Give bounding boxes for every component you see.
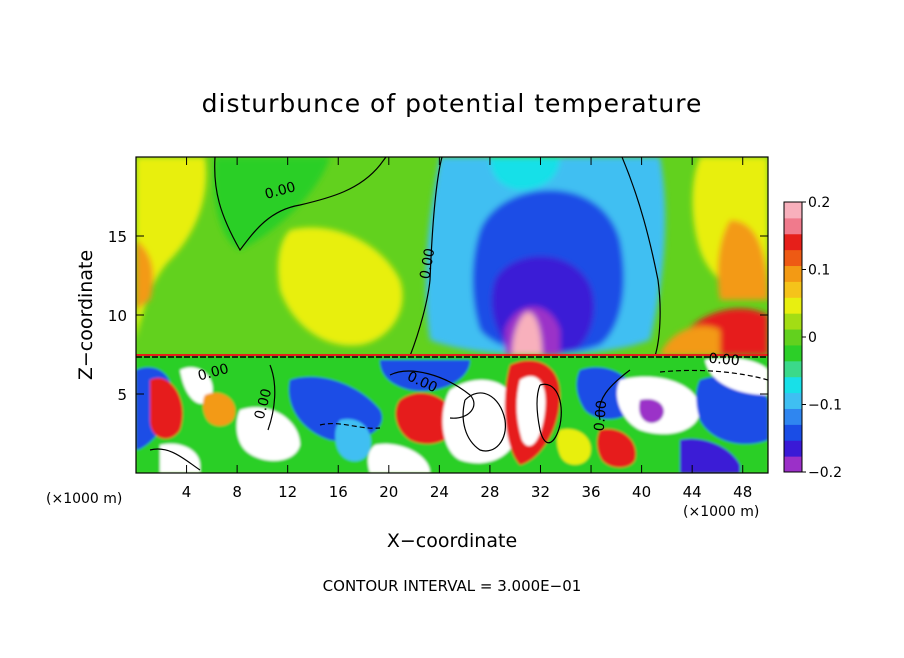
y-tick-label: 5	[117, 386, 127, 404]
y-axis: 5 10 15	[108, 228, 768, 404]
contour-zero-upper-mid	[409, 157, 443, 357]
colorbar-segment	[784, 233, 802, 251]
colorbar-segment	[784, 360, 802, 378]
contour-zero-lower-4	[598, 369, 631, 421]
x-tick-label: 48	[733, 483, 752, 501]
colorbar: 0.2 0.1 0 −0.1 −0.2	[783, 195, 842, 481]
x-unit-left: (×1000 m)	[46, 491, 122, 507]
colorbar-tick-label: 0.2	[808, 195, 830, 211]
contour-zero-upper-east	[621, 157, 661, 357]
lower-layer	[136, 356, 768, 473]
colorbar-tick-label: 0	[808, 330, 817, 346]
colorbar-segment	[784, 408, 802, 425]
region-west-orange	[136, 240, 154, 310]
region-west-yellow	[136, 157, 207, 340]
x-tick-label: 40	[632, 483, 651, 501]
contour-zero-lower-3	[536, 383, 562, 444]
colorbar-segment	[784, 392, 802, 409]
x-tick-label: 4	[182, 483, 192, 501]
colorbar-segment	[784, 217, 802, 235]
x-axis-label: X−coordinate	[387, 530, 517, 552]
x-tick-label: 20	[379, 483, 398, 501]
region-mid-yellow	[278, 227, 403, 346]
region-east-orange-low	[660, 326, 720, 355]
lower-white-6	[705, 358, 768, 395]
lower-white-8	[367, 444, 430, 473]
contour-zero-lower-1	[389, 370, 475, 419]
lower-yellow-1	[557, 429, 591, 465]
lower-cyan-1	[335, 419, 371, 462]
colorbar-segment	[784, 456, 802, 473]
chart-title: disturbunce of potential temperature	[202, 89, 703, 118]
plot-field: 0.000.000.000.000.000.00 0.00	[136, 157, 768, 473]
colorbar-segment	[784, 313, 802, 330]
lower-blue-3	[380, 360, 470, 391]
lower-orange-1	[202, 392, 236, 426]
region-upper-green	[213, 157, 330, 250]
upper-layer	[136, 157, 768, 355]
lower-white-1	[180, 367, 213, 404]
contour-zero-upper-west	[214, 157, 387, 252]
colorbar-segment	[784, 249, 802, 267]
x-tick-label: 24	[430, 483, 449, 501]
contour-label: 0.00	[252, 387, 276, 421]
contour-interval-note: CONTOUR INTERVAL = 3.000E−01	[323, 577, 582, 595]
colorbar-tick-label: −0.2	[808, 465, 842, 481]
y-axis-label: Z−coordinate	[75, 250, 97, 380]
colorbar-segment	[784, 424, 802, 441]
x-tick-label: 36	[581, 483, 600, 501]
colorbar-segment	[784, 297, 802, 314]
x-tick-label: 16	[329, 483, 348, 501]
contour-dashed-1	[659, 369, 768, 381]
x-tick-label: 44	[683, 483, 702, 501]
x-unit-right: (×1000 m)	[683, 504, 759, 520]
y-tick-label: 15	[108, 228, 127, 246]
contour-label: 0.00	[708, 351, 740, 370]
lower-blue-6	[680, 438, 740, 473]
contour-labels: 0.000.000.000.000.000.00 0.00	[196, 179, 740, 432]
x-tick-label: 12	[278, 483, 297, 501]
colorbar-tick-label: −0.1	[808, 398, 842, 414]
contour-zero-lower-5	[149, 448, 201, 471]
lower-purple-1	[639, 399, 664, 424]
contour-label: 0.00	[417, 247, 438, 280]
colorbar-segment	[784, 440, 802, 457]
contour-zero-lower-2	[462, 392, 507, 452]
x-tick-label: 8	[232, 483, 242, 501]
contour-label: 0.00	[196, 361, 230, 385]
lower-red-2	[395, 392, 456, 444]
colorbar-segment	[784, 329, 802, 346]
contour-zero-lower-6	[267, 364, 276, 431]
colorbar-segment	[784, 265, 802, 282]
x-axis: 4 8 12 16 20 24 28 32 36 40 44 48	[182, 157, 752, 501]
contour-label: 0.00	[592, 400, 611, 432]
x-tick-label: 28	[480, 483, 499, 501]
contour-lines	[136, 157, 768, 471]
region-east-orange	[717, 220, 768, 300]
colorbar-segment	[784, 202, 802, 219]
lower-red-4	[597, 429, 636, 468]
colorbar-segment	[784, 344, 802, 362]
lower-red-1	[150, 378, 183, 439]
x-tick-label: 32	[531, 483, 550, 501]
colorbar-segment	[784, 281, 802, 298]
y-tick-label: 10	[108, 307, 127, 325]
colorbar-segment	[784, 376, 802, 394]
lower-white-2	[236, 407, 300, 461]
region-red-blob	[512, 312, 542, 355]
colorbar-tick-label: 0.1	[808, 263, 830, 279]
region-aqua	[490, 157, 560, 190]
contour-label: 0.00	[263, 179, 297, 203]
